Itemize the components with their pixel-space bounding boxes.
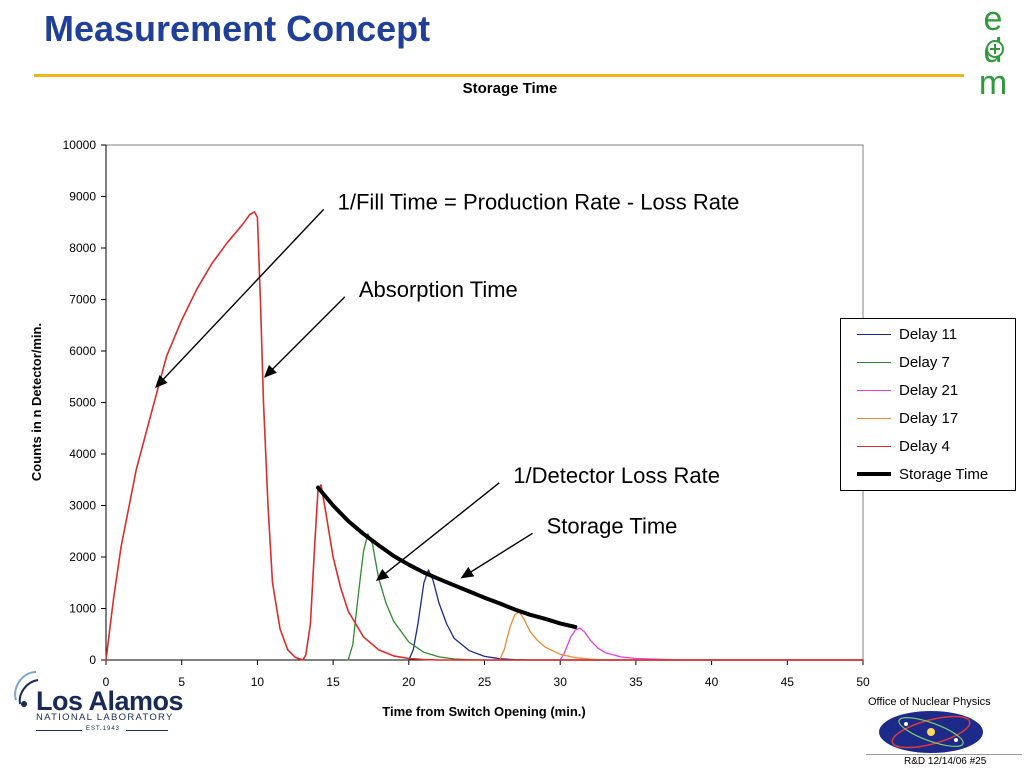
x-tick-label: 15 xyxy=(326,675,340,689)
y-tick-label: 4000 xyxy=(69,447,96,461)
annotation-arrow xyxy=(263,296,346,378)
annotation-arrow xyxy=(460,532,533,579)
series-line-delay-4 xyxy=(105,211,864,661)
legend-label: Delay 21 xyxy=(899,381,959,399)
footer-divider xyxy=(866,754,1022,755)
lanl-established: EST.1943 xyxy=(86,726,121,732)
legend-label: Delay 4 xyxy=(899,437,950,455)
y-tick-label: 1000 xyxy=(69,602,96,616)
series-line-delay-11 xyxy=(408,569,864,661)
edm-logo-icon: e d m xyxy=(979,0,1007,100)
series-line-storage-time xyxy=(316,485,578,629)
legend-swatch xyxy=(857,445,891,447)
annotation-label: Storage Time xyxy=(547,513,678,538)
lanl-name: Los Alamos xyxy=(36,686,184,716)
title-divider xyxy=(34,74,964,77)
footer-slide-info: R&D 12/14/06 #25 xyxy=(904,756,987,767)
series-line-delay-21 xyxy=(559,627,864,661)
y-tick-label: 5000 xyxy=(69,396,96,410)
annotation-group: 1/Fill Time = Production Rate - Loss Rat… xyxy=(155,189,740,582)
x-axis-ticks: 0 5 10 15 20 25 30 35 40 45 50 xyxy=(103,660,870,689)
legend-label: Delay 11 xyxy=(899,325,958,343)
x-tick-label: 20 xyxy=(402,675,416,689)
legend-swatch xyxy=(857,472,891,476)
y-tick-label: 7000 xyxy=(69,293,96,307)
series-line-delay-17 xyxy=(498,611,864,661)
legend-label: Storage Time xyxy=(899,465,989,483)
slide-title: Measurement Concept xyxy=(44,8,431,49)
onp-label: Office of Nuclear Physics xyxy=(868,696,991,708)
legend-label: Delay 7 xyxy=(899,353,950,371)
legend-swatch xyxy=(857,417,891,419)
y-tick-label: 8000 xyxy=(69,241,96,255)
series-line-delay-7 xyxy=(347,533,864,661)
x-tick-label: 0 xyxy=(103,675,110,689)
legend-item: Delay 21 xyxy=(857,379,958,401)
annotation-arrow xyxy=(375,482,500,582)
legend-item: Delay 4 xyxy=(857,435,950,457)
y-tick-label: 0 xyxy=(89,653,96,667)
y-axis-ticks: 0 1000 2000 3000 4000 5000 6000 7000 8000 9000 100… xyxy=(63,138,106,667)
annotation-label: 1/Detector Loss Rate xyxy=(513,463,720,488)
legend-label: Delay 17 xyxy=(899,409,959,427)
x-tick-label: 40 xyxy=(705,675,719,689)
legend-item: Delay 7 xyxy=(857,351,950,373)
annotation-label: Absorption Time xyxy=(359,277,518,302)
y-tick-label: 10000 xyxy=(63,138,97,152)
legend-item: Storage Time xyxy=(857,463,988,485)
annotation-arrow xyxy=(155,208,325,389)
plot-area xyxy=(105,144,864,661)
chart-legend: Delay 11 Delay 7 Delay 21 Delay 17 Delay 4 St… xyxy=(840,318,1016,491)
lanl-rule-left xyxy=(36,730,82,731)
y-tick-label: 3000 xyxy=(69,499,96,513)
office-of-nuclear-physics-logo-icon xyxy=(879,711,983,753)
legend-swatch xyxy=(857,361,891,363)
series-lines xyxy=(105,211,864,661)
edm-logo-e: e xyxy=(984,0,1003,38)
edm-logo-m: m xyxy=(979,64,1007,100)
y-tick-label: 6000 xyxy=(69,344,96,358)
chart-title: Storage Time xyxy=(463,80,558,97)
lanl-swirl-icon xyxy=(14,671,39,707)
x-tick-label: 5 xyxy=(178,675,185,689)
x-tick-label: 10 xyxy=(251,675,265,689)
x-tick-label: 50 xyxy=(856,675,870,689)
y-tick-label: 9000 xyxy=(69,190,96,204)
legend-swatch xyxy=(857,389,891,391)
legend-item: Delay 17 xyxy=(857,407,958,429)
legend-swatch xyxy=(857,333,891,335)
annotation-label: 1/Fill Time = Production Rate - Loss Rat… xyxy=(338,189,740,214)
lanl-rule-right xyxy=(126,730,168,731)
x-tick-label: 35 xyxy=(629,675,643,689)
x-tick-label: 25 xyxy=(478,675,492,689)
y-axis-label: Counts in n Detector/min. xyxy=(29,323,44,481)
x-tick-label: 45 xyxy=(781,675,795,689)
lanl-subtitle: NATIONAL LABORATORY xyxy=(36,712,174,723)
legend-item: Delay 11 xyxy=(857,323,957,345)
y-tick-label: 2000 xyxy=(69,550,96,564)
x-axis-label: Time from Switch Opening (min.) xyxy=(382,704,585,719)
x-tick-label: 30 xyxy=(554,675,568,689)
